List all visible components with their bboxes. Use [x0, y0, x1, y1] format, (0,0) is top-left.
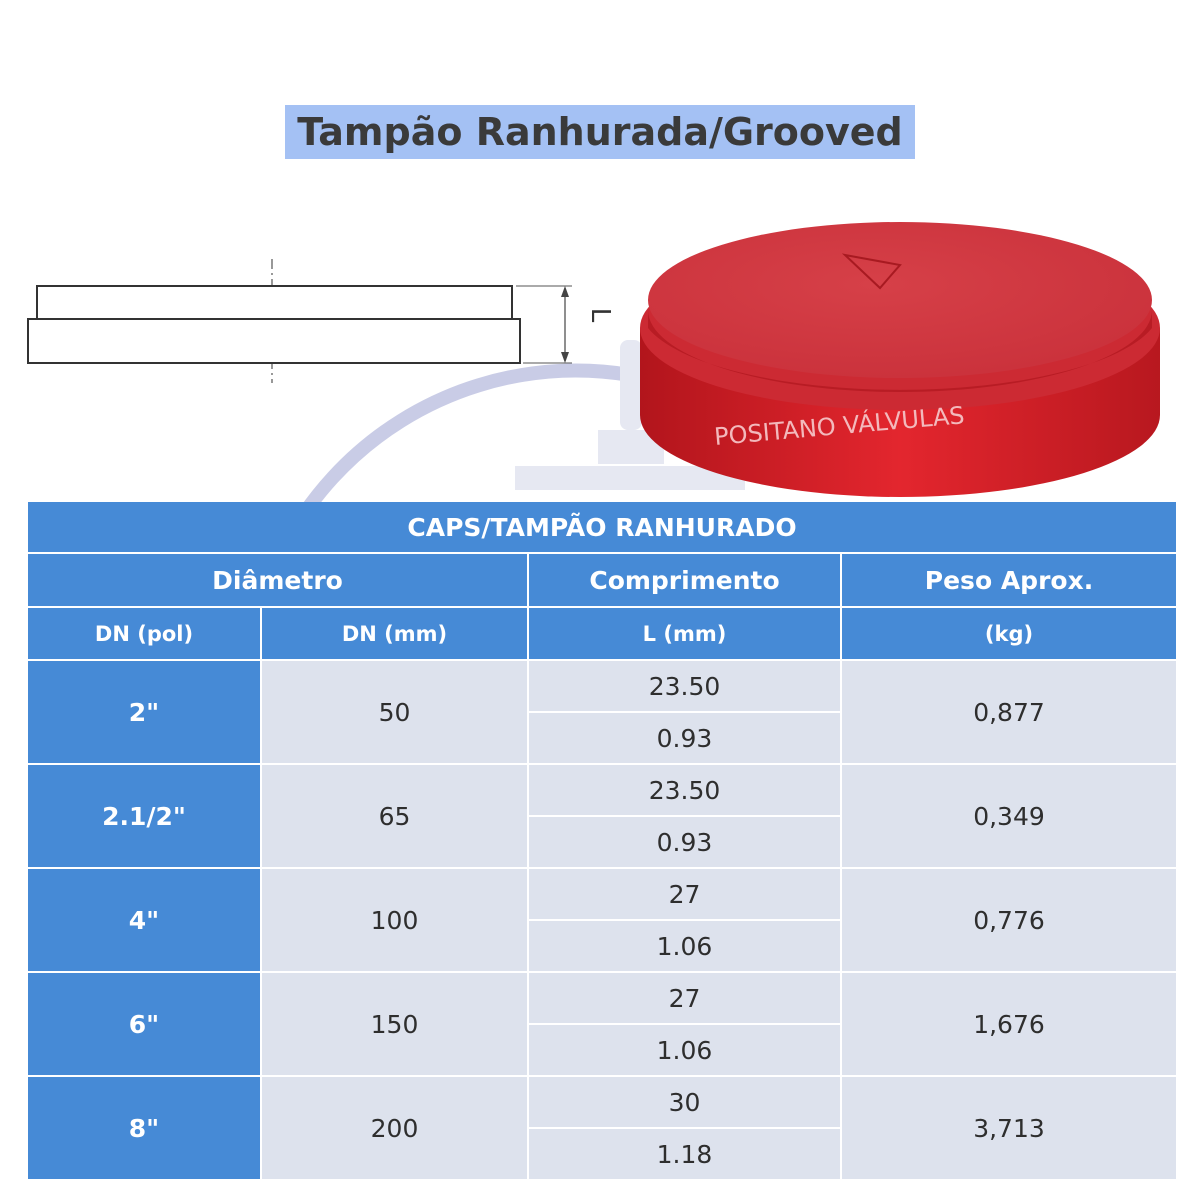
table-row-weight: 0,349: [842, 765, 1176, 867]
table-row-dn-pol: 4": [28, 869, 260, 971]
table-row-length-in: 0.93: [529, 713, 840, 763]
technical-drawing: L: [27, 259, 615, 383]
table-row-length-in: 1.18: [529, 1129, 840, 1179]
header-length: Comprimento: [529, 554, 840, 606]
table-row-length-in: 1.06: [529, 1025, 840, 1075]
table-row-length-mm: 23.50: [529, 661, 840, 711]
subheader-length-unit: L (mm): [529, 608, 840, 659]
table-row-dn-mm: 50: [262, 661, 527, 763]
product-image: POSITANO VÁLVULAS: [640, 222, 1160, 497]
table-row-length-mm: 23.50: [529, 765, 840, 815]
table-row-length-in: 0.93: [529, 817, 840, 867]
page-title: Tampão Ranhurada/Grooved: [285, 105, 915, 159]
dimension-label: L: [585, 308, 615, 323]
table-row-weight: 0,877: [842, 661, 1176, 763]
subheader-dn-mm: DN (mm): [262, 608, 527, 659]
table-row-dn-pol: 8": [28, 1077, 260, 1179]
table-row-length-in: 1.06: [529, 921, 840, 971]
table-row-dn-mm: 100: [262, 869, 527, 971]
table-row-dn-mm: 65: [262, 765, 527, 867]
table-row-weight: 0,776: [842, 869, 1176, 971]
subheader-weight-unit: (kg): [842, 608, 1176, 659]
table-row-dn-pol: 6": [28, 973, 260, 1075]
table-row-dn-pol: 2": [28, 661, 260, 763]
header-weight: Peso Aprox.: [842, 554, 1176, 606]
table-row-dn-mm: 150: [262, 973, 527, 1075]
table-row-dn-mm: 200: [262, 1077, 527, 1179]
table-row-length-mm: 27: [529, 973, 840, 1023]
table-row-length-mm: 30: [529, 1077, 840, 1127]
table-title: CAPS/TAMPÃO RANHURADO: [28, 502, 1176, 552]
table-row-dn-pol: 2.1/2": [28, 765, 260, 867]
table-row-weight: 3,713: [842, 1077, 1176, 1179]
subheader-dn-pol: DN (pol): [28, 608, 260, 659]
table-row-length-mm: 27: [529, 869, 840, 919]
specs-table: CAPS/TAMPÃO RANHURADO Diâmetro Comprimen…: [28, 502, 1176, 1179]
header-diameter: Diâmetro: [28, 554, 527, 606]
table-row-weight: 1,676: [842, 973, 1176, 1075]
